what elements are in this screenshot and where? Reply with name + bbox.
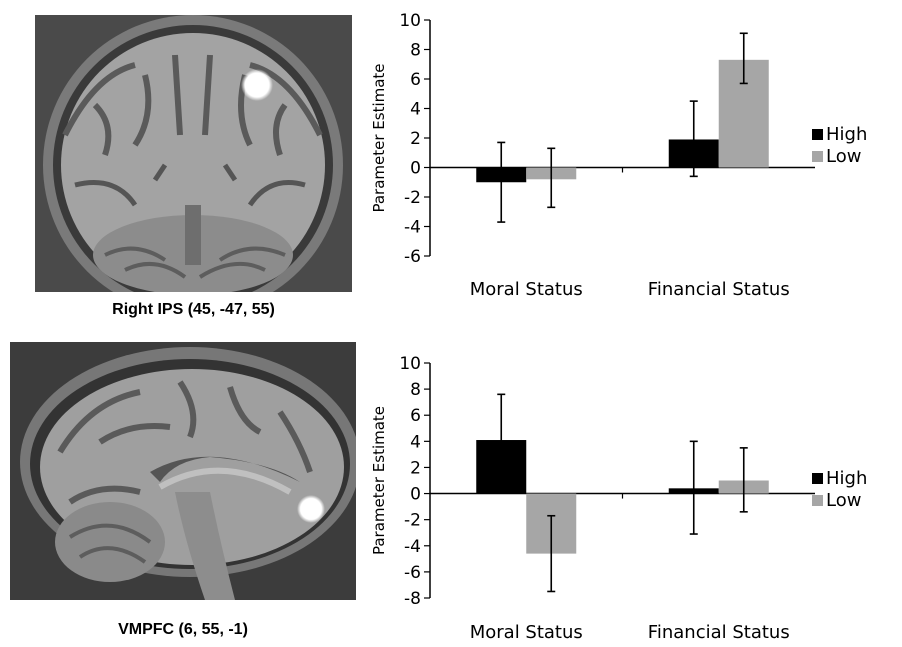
y-tick-label: 6	[410, 70, 421, 90]
y-tick-label: -6	[404, 247, 421, 267]
category-label: Financial Status	[648, 279, 790, 300]
y-tick-label: -2	[404, 511, 421, 531]
y-axis-label: Parameter Estimate	[370, 63, 388, 212]
y-tick-label: 10	[399, 11, 421, 31]
y-tick-label: -6	[404, 563, 421, 583]
y-axis-label: Parameter Estimate	[370, 406, 388, 555]
y-tick-label: -4	[404, 218, 421, 238]
bar-chart-right-ips: -6 -4 -2 0 2 4 6 8 10 Parameter Estimate Moral Sta…	[370, 11, 867, 300]
legend-swatch-low	[812, 495, 823, 506]
brain-caption-1: Right IPS (45, -47, 55)	[112, 301, 275, 318]
y-tick-label: 4	[410, 100, 421, 120]
legend-label-high: High	[826, 468, 867, 489]
y-tick-label: 8	[410, 380, 421, 400]
legend-label-low: Low	[826, 146, 861, 167]
bar-chart-vmpfc: -8 -6 -4 -2 0 2 4 6 8 10 Parameter Estimate Moral S…	[370, 354, 867, 643]
legend-swatch-low	[812, 151, 823, 162]
y-tick-label: 4	[410, 432, 421, 452]
category-label: Financial Status	[648, 622, 790, 643]
y-tick-label: 10	[399, 354, 421, 374]
legend-swatch-high	[812, 473, 823, 484]
y-tick-label: 6	[410, 406, 421, 426]
y-tick-label: 0	[410, 485, 421, 505]
y-tick-label: -4	[404, 537, 421, 557]
legend-label-low: Low	[826, 490, 861, 511]
y-tick-label: 8	[410, 41, 421, 61]
category-label: Moral Status	[470, 279, 583, 300]
brain-image-coronal	[35, 15, 352, 292]
legend-label-high: High	[826, 124, 867, 145]
y-tick-label: 2	[410, 129, 421, 149]
legend-swatch-high	[812, 129, 823, 140]
y-tick-label: 2	[410, 458, 421, 478]
category-label: Moral Status	[470, 622, 583, 643]
brain-image-sagittal	[10, 342, 356, 600]
y-tick-label: 0	[410, 159, 421, 179]
y-tick-label: -2	[404, 188, 421, 208]
brain-caption-2: VMPFC (6, 55, -1)	[118, 621, 248, 638]
y-tick-label: -8	[404, 589, 421, 609]
